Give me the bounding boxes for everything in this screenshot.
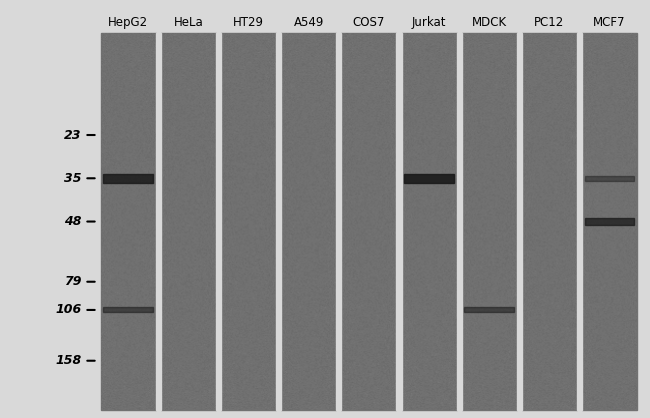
Bar (221, 33, 276, 410)
Bar (276, 33, 281, 410)
Text: COS7: COS7 (353, 16, 385, 29)
Bar (522, 33, 577, 410)
Bar (456, 33, 461, 410)
Bar (582, 33, 637, 410)
Text: 106: 106 (55, 303, 81, 316)
Text: MDCK: MDCK (472, 16, 507, 29)
Bar (156, 33, 161, 410)
Bar (584, 176, 634, 181)
Text: Jurkat: Jurkat (412, 16, 447, 29)
Text: 158: 158 (55, 354, 81, 367)
Text: HeLa: HeLa (174, 16, 203, 29)
Bar (216, 33, 221, 410)
Bar (402, 33, 456, 410)
Bar (584, 218, 634, 225)
Text: 23: 23 (64, 128, 81, 142)
Bar (396, 33, 402, 410)
Bar (464, 308, 514, 313)
Text: HepG2: HepG2 (108, 16, 148, 29)
Bar (281, 33, 336, 410)
Text: 79: 79 (64, 275, 81, 288)
Text: 35: 35 (64, 172, 81, 185)
Bar (161, 33, 216, 410)
Bar (577, 33, 582, 410)
Bar (101, 33, 156, 410)
Text: PC12: PC12 (534, 16, 564, 29)
Bar (404, 174, 454, 183)
Text: 48: 48 (64, 215, 81, 228)
Bar (462, 33, 517, 410)
Bar (103, 174, 153, 183)
Text: A549: A549 (294, 16, 324, 29)
Text: MCF7: MCF7 (593, 16, 626, 29)
Bar (103, 308, 153, 313)
Bar (336, 33, 341, 410)
Bar (517, 33, 522, 410)
Text: HT29: HT29 (233, 16, 264, 29)
Bar (341, 33, 396, 410)
